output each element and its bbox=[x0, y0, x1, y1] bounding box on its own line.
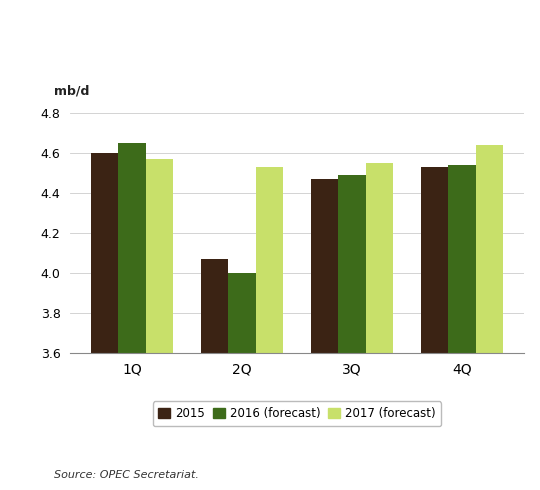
Bar bbox=[338, 175, 366, 490]
Bar bbox=[421, 167, 448, 490]
Text: Source: OPEC Secretariat.: Source: OPEC Secretariat. bbox=[54, 470, 199, 480]
Bar bbox=[91, 153, 118, 490]
Bar bbox=[146, 159, 173, 490]
Bar bbox=[476, 145, 503, 490]
Text: 2015-2017: 2015-2017 bbox=[21, 58, 109, 73]
Legend: 2015, 2016 (forecast), 2017 (forecast): 2015, 2016 (forecast), 2017 (forecast) bbox=[152, 401, 442, 426]
Bar bbox=[448, 165, 476, 490]
Text: Graph 5.12: Canada quarterly oil supply,: Graph 5.12: Canada quarterly oil supply, bbox=[21, 27, 356, 42]
Text: mb/d: mb/d bbox=[54, 85, 90, 98]
Bar bbox=[310, 179, 338, 490]
Bar bbox=[201, 259, 228, 490]
Bar bbox=[366, 163, 393, 490]
Bar bbox=[118, 143, 146, 490]
Bar bbox=[228, 273, 256, 490]
Bar bbox=[256, 167, 284, 490]
